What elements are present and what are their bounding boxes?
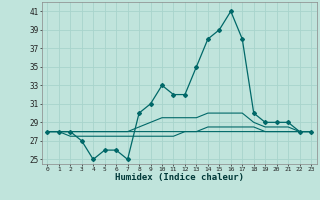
X-axis label: Humidex (Indice chaleur): Humidex (Indice chaleur) bbox=[115, 173, 244, 182]
